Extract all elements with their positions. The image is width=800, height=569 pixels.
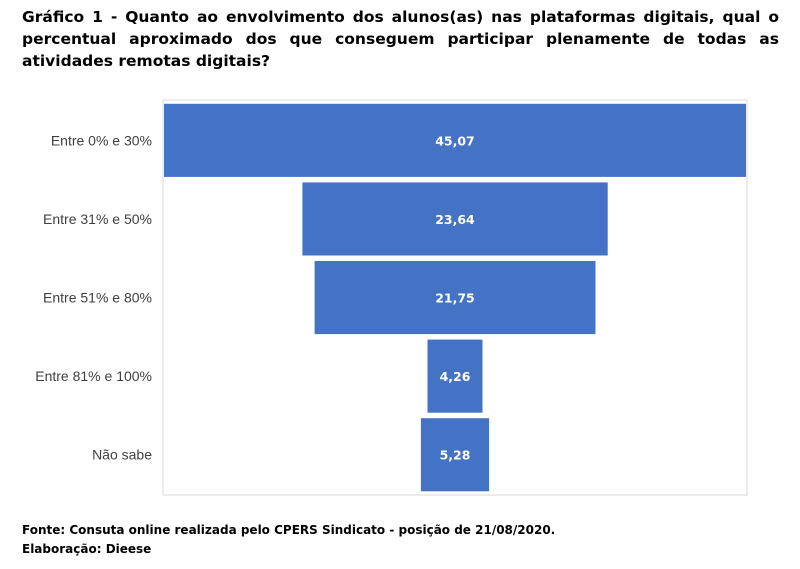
bar-1	[302, 182, 608, 256]
source-note: Fonte: Consuta online realizada pelo CPE…	[22, 523, 556, 537]
footer: Fonte: Consuta online realizada pelo CPE…	[22, 521, 555, 559]
value-label-1: 23,64	[435, 212, 475, 227]
plot-area	[162, 99, 748, 496]
value-label-3: 4,26	[440, 369, 471, 384]
bar-0	[164, 103, 746, 177]
category-label-2: Entre 51% e 80%	[43, 290, 152, 306]
value-label-0: 45,07	[435, 133, 475, 148]
category-label-0: Entre 0% e 30%	[51, 132, 152, 148]
category-label-3: Entre 81% e 100%	[35, 368, 152, 384]
bars-group	[164, 103, 746, 492]
credit-note: Elaboração: Dieese	[22, 542, 152, 556]
value-labels-group: 45,07 23,64 21,75 4,26 5,28	[435, 133, 475, 462]
category-labels-group: Entre 0% e 30% Entre 31% e 50% Entre 51% e…	[35, 132, 152, 462]
bar-2	[314, 261, 596, 335]
bar-4	[420, 418, 490, 492]
category-label-4: Não sabe	[92, 447, 152, 463]
value-label-2: 21,75	[435, 291, 475, 306]
category-label-1: Entre 31% e 50%	[43, 211, 152, 227]
chart-title: Gráfico 1 - Quanto ao envolvimento dos a…	[22, 8, 779, 70]
value-label-4: 5,28	[440, 448, 471, 463]
bar-3	[427, 339, 483, 413]
